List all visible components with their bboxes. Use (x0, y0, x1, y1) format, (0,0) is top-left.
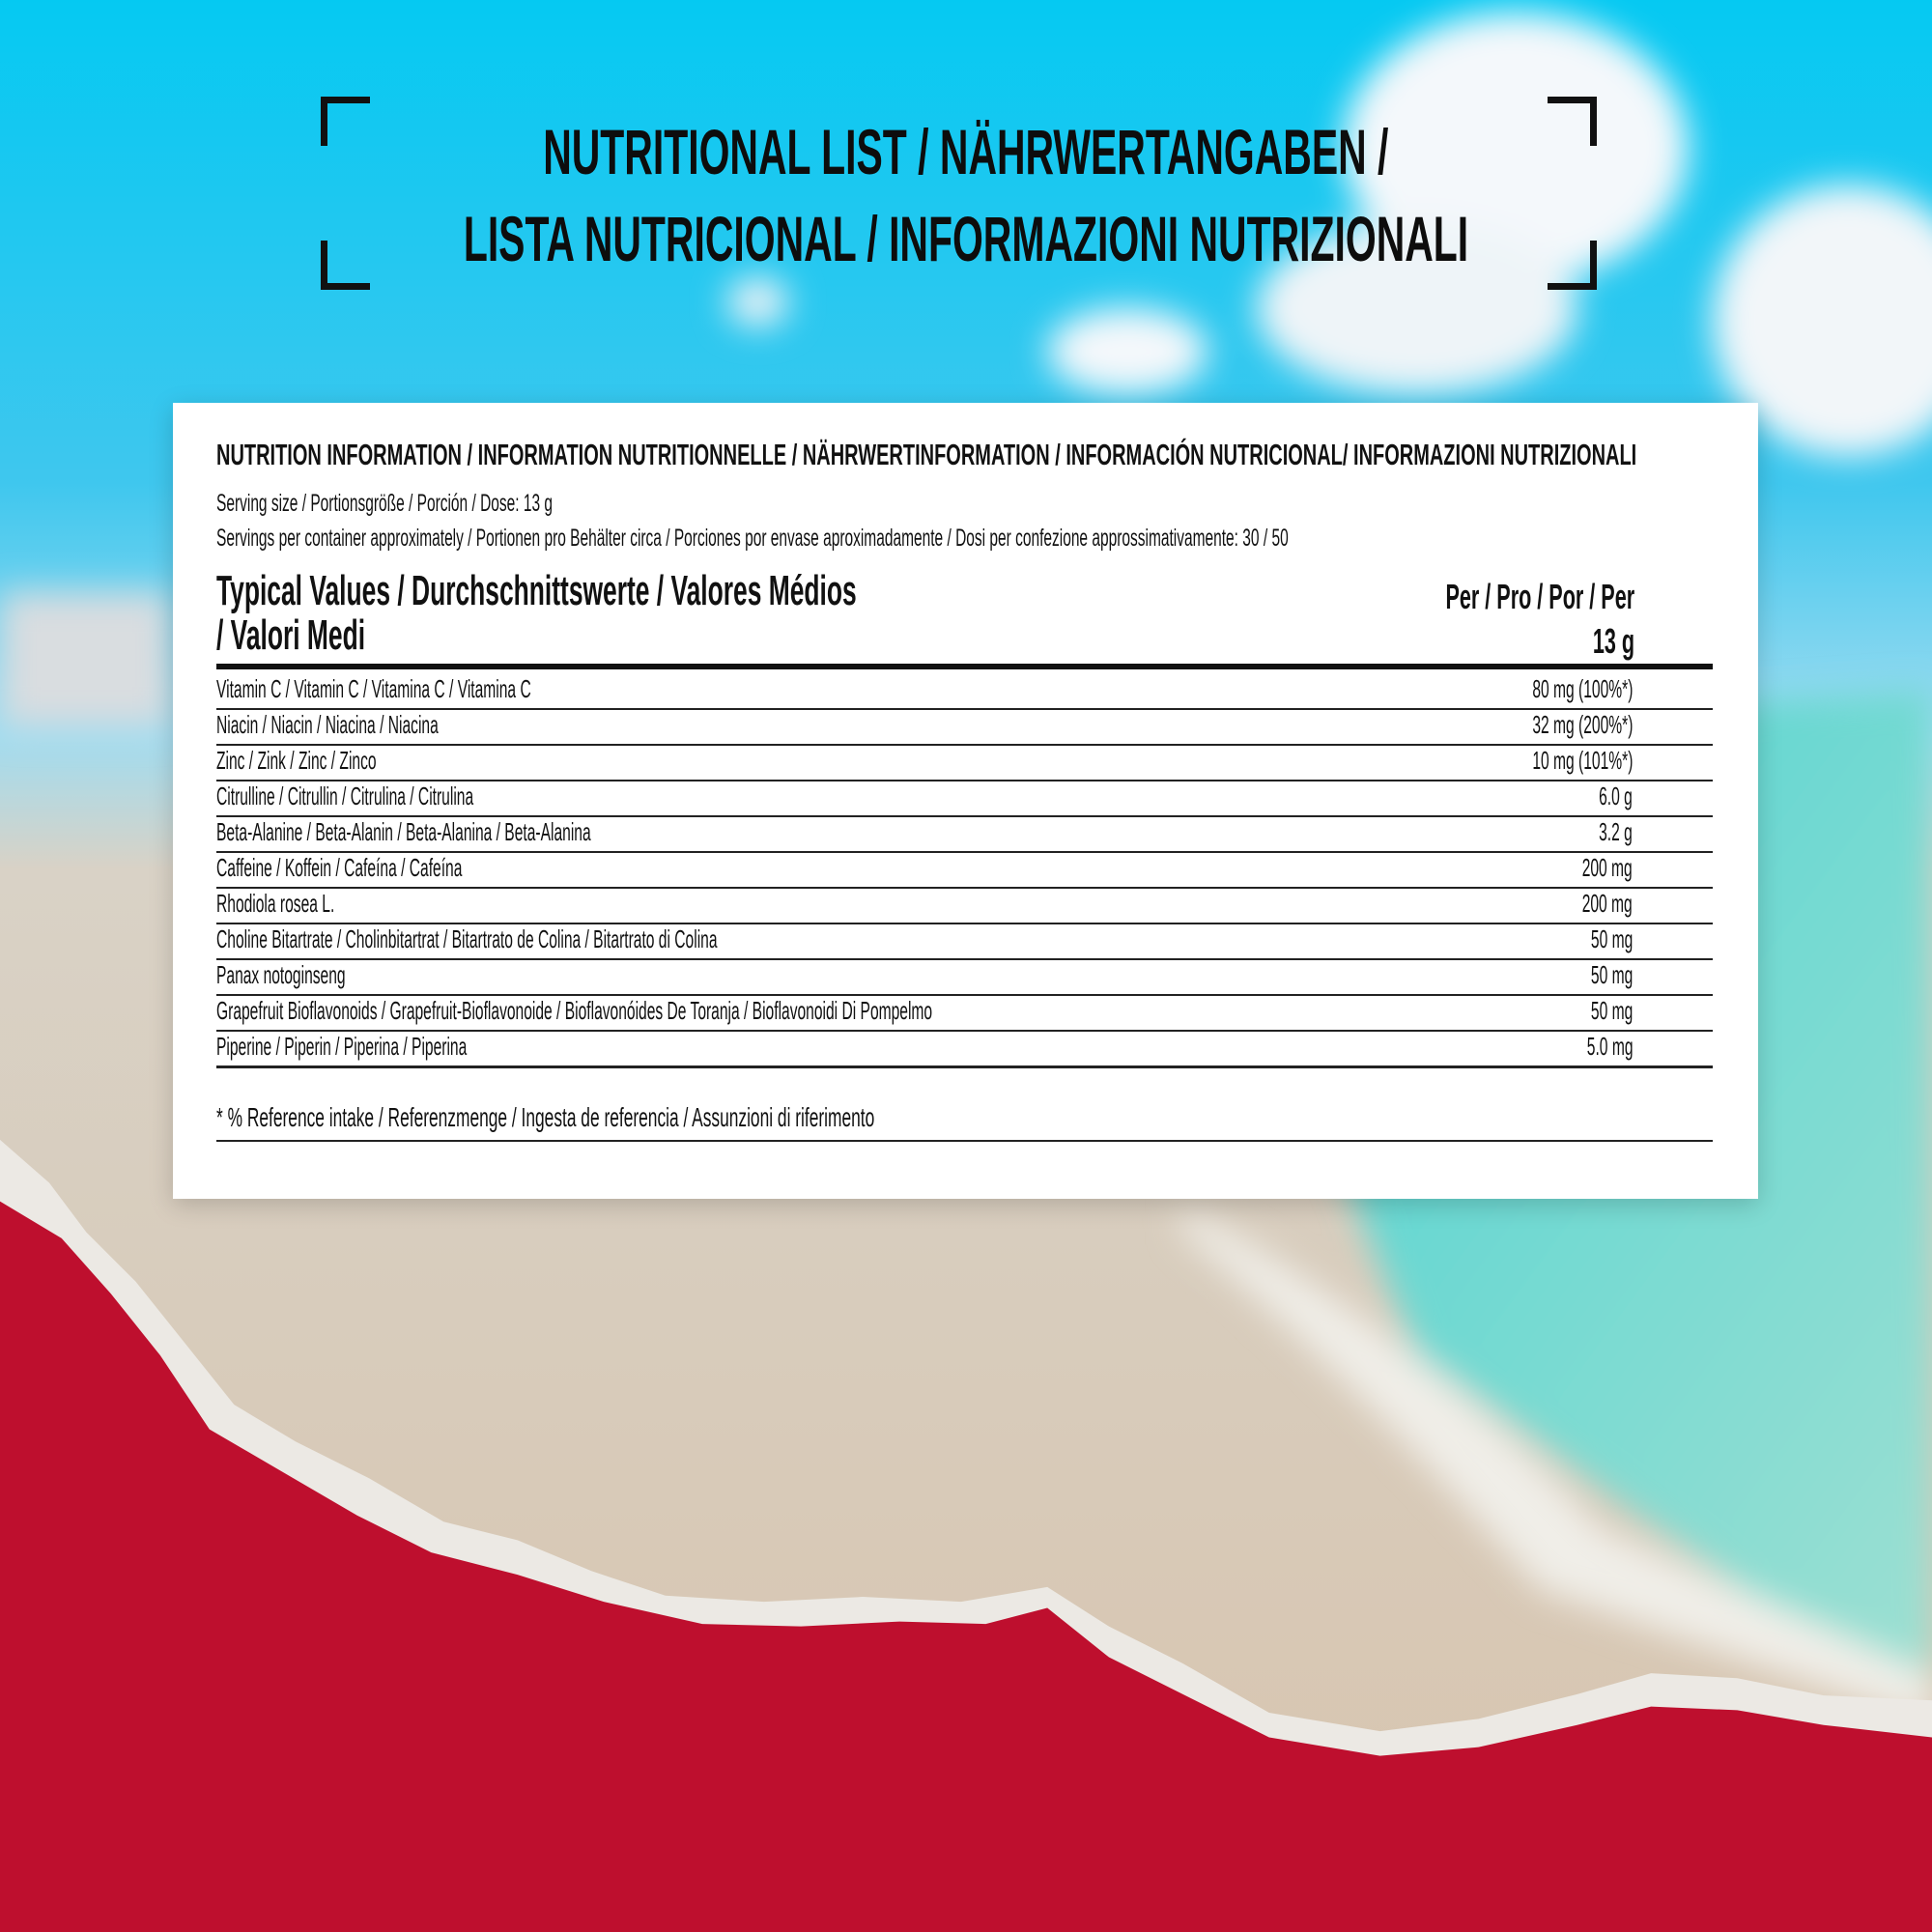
nutrient-name: Choline Bitartrate / Cholinbitartrat / B… (216, 924, 718, 953)
serving-size: Serving size / Portionsgröße / Porción /… (216, 490, 554, 517)
nutrient-row: Grapefruit Bioflavonoids / Grapefruit-Bi… (216, 994, 1713, 1032)
nutrient-value: 10 mg (101%*) (1531, 746, 1633, 775)
column-label-per-13g: Per / Pro / Por / Per 13 g (1445, 577, 1634, 661)
nutrient-name: Panax notoginseng (216, 960, 346, 989)
nutrient-name: Caffeine / Koffein / Cafeína / Cafeína (216, 853, 463, 882)
nutrient-value: 50 mg (1590, 996, 1633, 1025)
nutrient-name: Beta-Alanine / Beta-Alanin / Beta-Alanin… (216, 817, 591, 846)
red-paper (0, 1201, 1932, 1932)
nutrient-value: 3.2 g (1599, 817, 1633, 846)
nutrient-value: 200 mg (1581, 889, 1633, 918)
nutrient-value: 32 mg (200%*) (1531, 710, 1633, 739)
nutrient-row: Vitamin C / Vitamin C / Vitamina C / Vit… (216, 672, 1713, 710)
footnote-divider (216, 1140, 1713, 1142)
nutrient-name: Rhodiola rosea L. (216, 889, 335, 918)
header-divider (216, 664, 1713, 669)
nutrient-name: Niacin / Niacin / Niacina / Niacina (216, 710, 439, 739)
corner-bracket-top-left (321, 97, 370, 146)
corner-bracket-bottom-left (321, 241, 370, 290)
nutrient-row: Zinc / Zink / Zinc / Zinco 10 mg (101%*) (216, 744, 1713, 781)
corner-bracket-top-right (1548, 97, 1597, 146)
nutrient-name: Vitamin C / Vitamin C / Vitamina C / Vit… (216, 674, 531, 703)
nutrient-value: 200 mg (1581, 853, 1633, 882)
nutrition-heading: NUTRITION INFORMATION / INFORMATION NUTR… (216, 438, 1637, 471)
nutrient-value: 5.0 mg (1586, 1032, 1633, 1061)
nutrient-row: Niacin / Niacin / Niacina / Niacina 32 mg… (216, 708, 1713, 746)
nutrition-card: NUTRITION INFORMATION / INFORMATION NUTR… (173, 403, 1758, 1199)
nutrient-row: Choline Bitartrate / Cholinbitartrat / B… (216, 923, 1713, 960)
servings-per-container: Servings per container approximately / P… (216, 525, 1289, 552)
nutrient-name: Piperine / Piperin / Piperina / Piperina (216, 1032, 468, 1061)
nutrient-row: Citrulline / Citrullin / Citrulina / Cit… (216, 780, 1713, 817)
nutrient-row: Piperine / Piperin / Piperina / Piperina… (216, 1030, 1713, 1068)
page-title-line-2: LISTA NUTRICIONAL / INFORMAZIONI NUTRIZI… (463, 203, 1469, 274)
nutrient-row: Beta-Alanine / Beta-Alanin / Beta-Alanin… (216, 815, 1713, 853)
nutrient-row: Panax notoginseng 50 mg (216, 958, 1713, 996)
page-title-line-1: NUTRITIONAL LIST / NÄHRWERTANGABEN / (543, 116, 1389, 187)
nutrient-value: 50 mg (1590, 924, 1633, 953)
column-label-typical-values: Typical Values / Durchschnittswerte / Va… (216, 567, 857, 659)
nutrient-name: Grapefruit Bioflavonoids / Grapefruit-Bi… (216, 996, 933, 1025)
nutrient-value: 50 mg (1590, 960, 1633, 989)
nutrient-row: Rhodiola rosea L. 200 mg (216, 887, 1713, 924)
footnote: * % Reference intake / Referenzmenge / I… (216, 1102, 875, 1132)
corner-bracket-bottom-right (1548, 241, 1597, 290)
nutrient-value: 80 mg (100%*) (1531, 674, 1633, 703)
nutrient-row: Caffeine / Koffein / Cafeína / Cafeína 20… (216, 851, 1713, 889)
nutrient-value: 6.0 g (1599, 781, 1633, 810)
nutrient-name: Citrulline / Citrullin / Citrulina / Cit… (216, 781, 474, 810)
nutrient-name: Zinc / Zink / Zinc / Zinco (216, 746, 377, 775)
